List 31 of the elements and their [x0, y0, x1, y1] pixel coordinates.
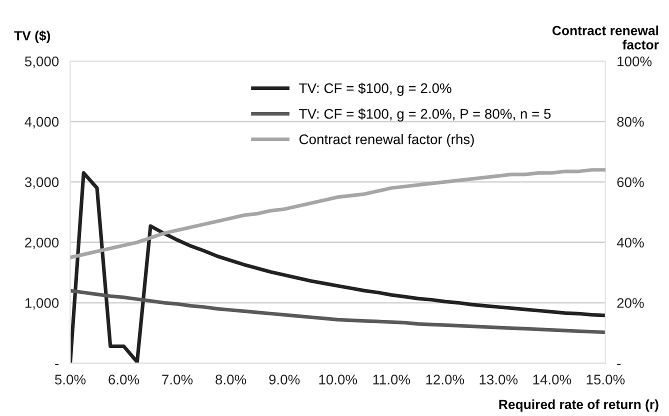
y2-axis-title: Contract renewal factor	[552, 26, 659, 50]
y2-tick-label: 100%	[618, 56, 652, 66]
y-tick-label: -	[55, 364, 59, 366]
x-tick-label: 11.0%	[373, 374, 410, 384]
x-tick-label: 15.0%	[586, 374, 625, 384]
x-tick-label: 14.0%	[533, 374, 572, 384]
y-tick-label: 1,000	[25, 298, 59, 310]
line-series	[70, 168, 606, 260]
line-series	[70, 288, 606, 334]
x-tick-label: 7.0%	[162, 374, 193, 384]
x-tick-label: 8.0%	[216, 374, 246, 384]
y2-tick-label: 60%	[617, 177, 644, 188]
x-tick-label: 6.0%	[108, 374, 140, 384]
y-tick-label: 3,000	[24, 177, 59, 189]
y2-tick-label: -	[617, 364, 621, 366]
x-tick-label: 5.0%	[54, 374, 86, 384]
x-tick-label: 12.0%	[426, 374, 464, 384]
y2-tick-label: 20%	[617, 298, 644, 308]
y2-tick-label: 80%	[617, 116, 644, 127]
x-tick-label: 13.0%	[480, 374, 518, 384]
y-axis-title: TV ($)	[14, 30, 50, 44]
x-tick-label: 10.0%	[319, 374, 358, 384]
y-tick-label: 5,000	[24, 56, 59, 68]
y2-tick-label: 40%	[616, 238, 644, 248]
legend-label: Contract renewal factor (rhs)	[299, 134, 474, 147]
x-tick-label: 9.0%	[269, 374, 300, 384]
y-tick-label: 4,000	[24, 116, 59, 128]
legend-label: TV: CF = $100, g = 2.0%, P = 80%, n = 5	[299, 108, 551, 122]
y-tick-label: 2,000	[25, 238, 59, 250]
legend-label: TV: CF = $100, g = 2.0%	[299, 82, 452, 96]
x-axis-title: Required rate of return (r)	[499, 399, 658, 412]
